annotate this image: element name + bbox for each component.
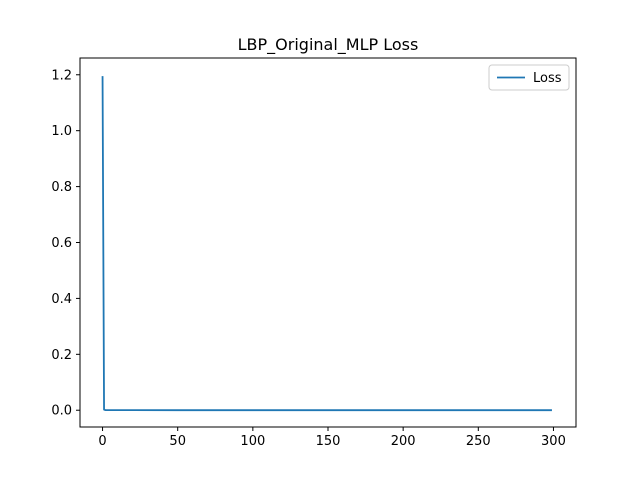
x-tick-label: 200 — [391, 434, 416, 449]
y-tick-label: 1.0 — [51, 124, 72, 139]
legend: Loss — [488, 64, 570, 91]
y-tick-label: 0.4 — [51, 292, 72, 307]
x-tick-label: 50 — [169, 434, 186, 449]
y-tick-label: 1.2 — [51, 68, 72, 83]
series-line-loss — [101, 76, 552, 412]
axis-ticks: 0 50 100 150 200 250 300 0.0 0.2 0.4 0.6 0.8 1.0 1.2 — [51, 68, 566, 449]
x-tick-label: 300 — [541, 434, 566, 449]
x-tick-label: 150 — [316, 434, 341, 449]
y-tick-label: 0.0 — [51, 404, 72, 419]
chart-title: LBP_Original_MLP Loss — [238, 35, 419, 55]
y-tick-label: 0.2 — [51, 348, 72, 363]
legend-box — [488, 64, 570, 91]
y-tick-label: 0.8 — [51, 180, 72, 195]
series-layer — [101, 76, 552, 412]
plot-frame — [79, 57, 577, 428]
x-tick-label: 250 — [466, 434, 491, 449]
y-tick-label: 0.6 — [51, 236, 72, 251]
x-tick-label: 0 — [98, 434, 106, 449]
legend-label: Loss — [533, 71, 562, 86]
x-tick-label: 100 — [240, 434, 265, 449]
